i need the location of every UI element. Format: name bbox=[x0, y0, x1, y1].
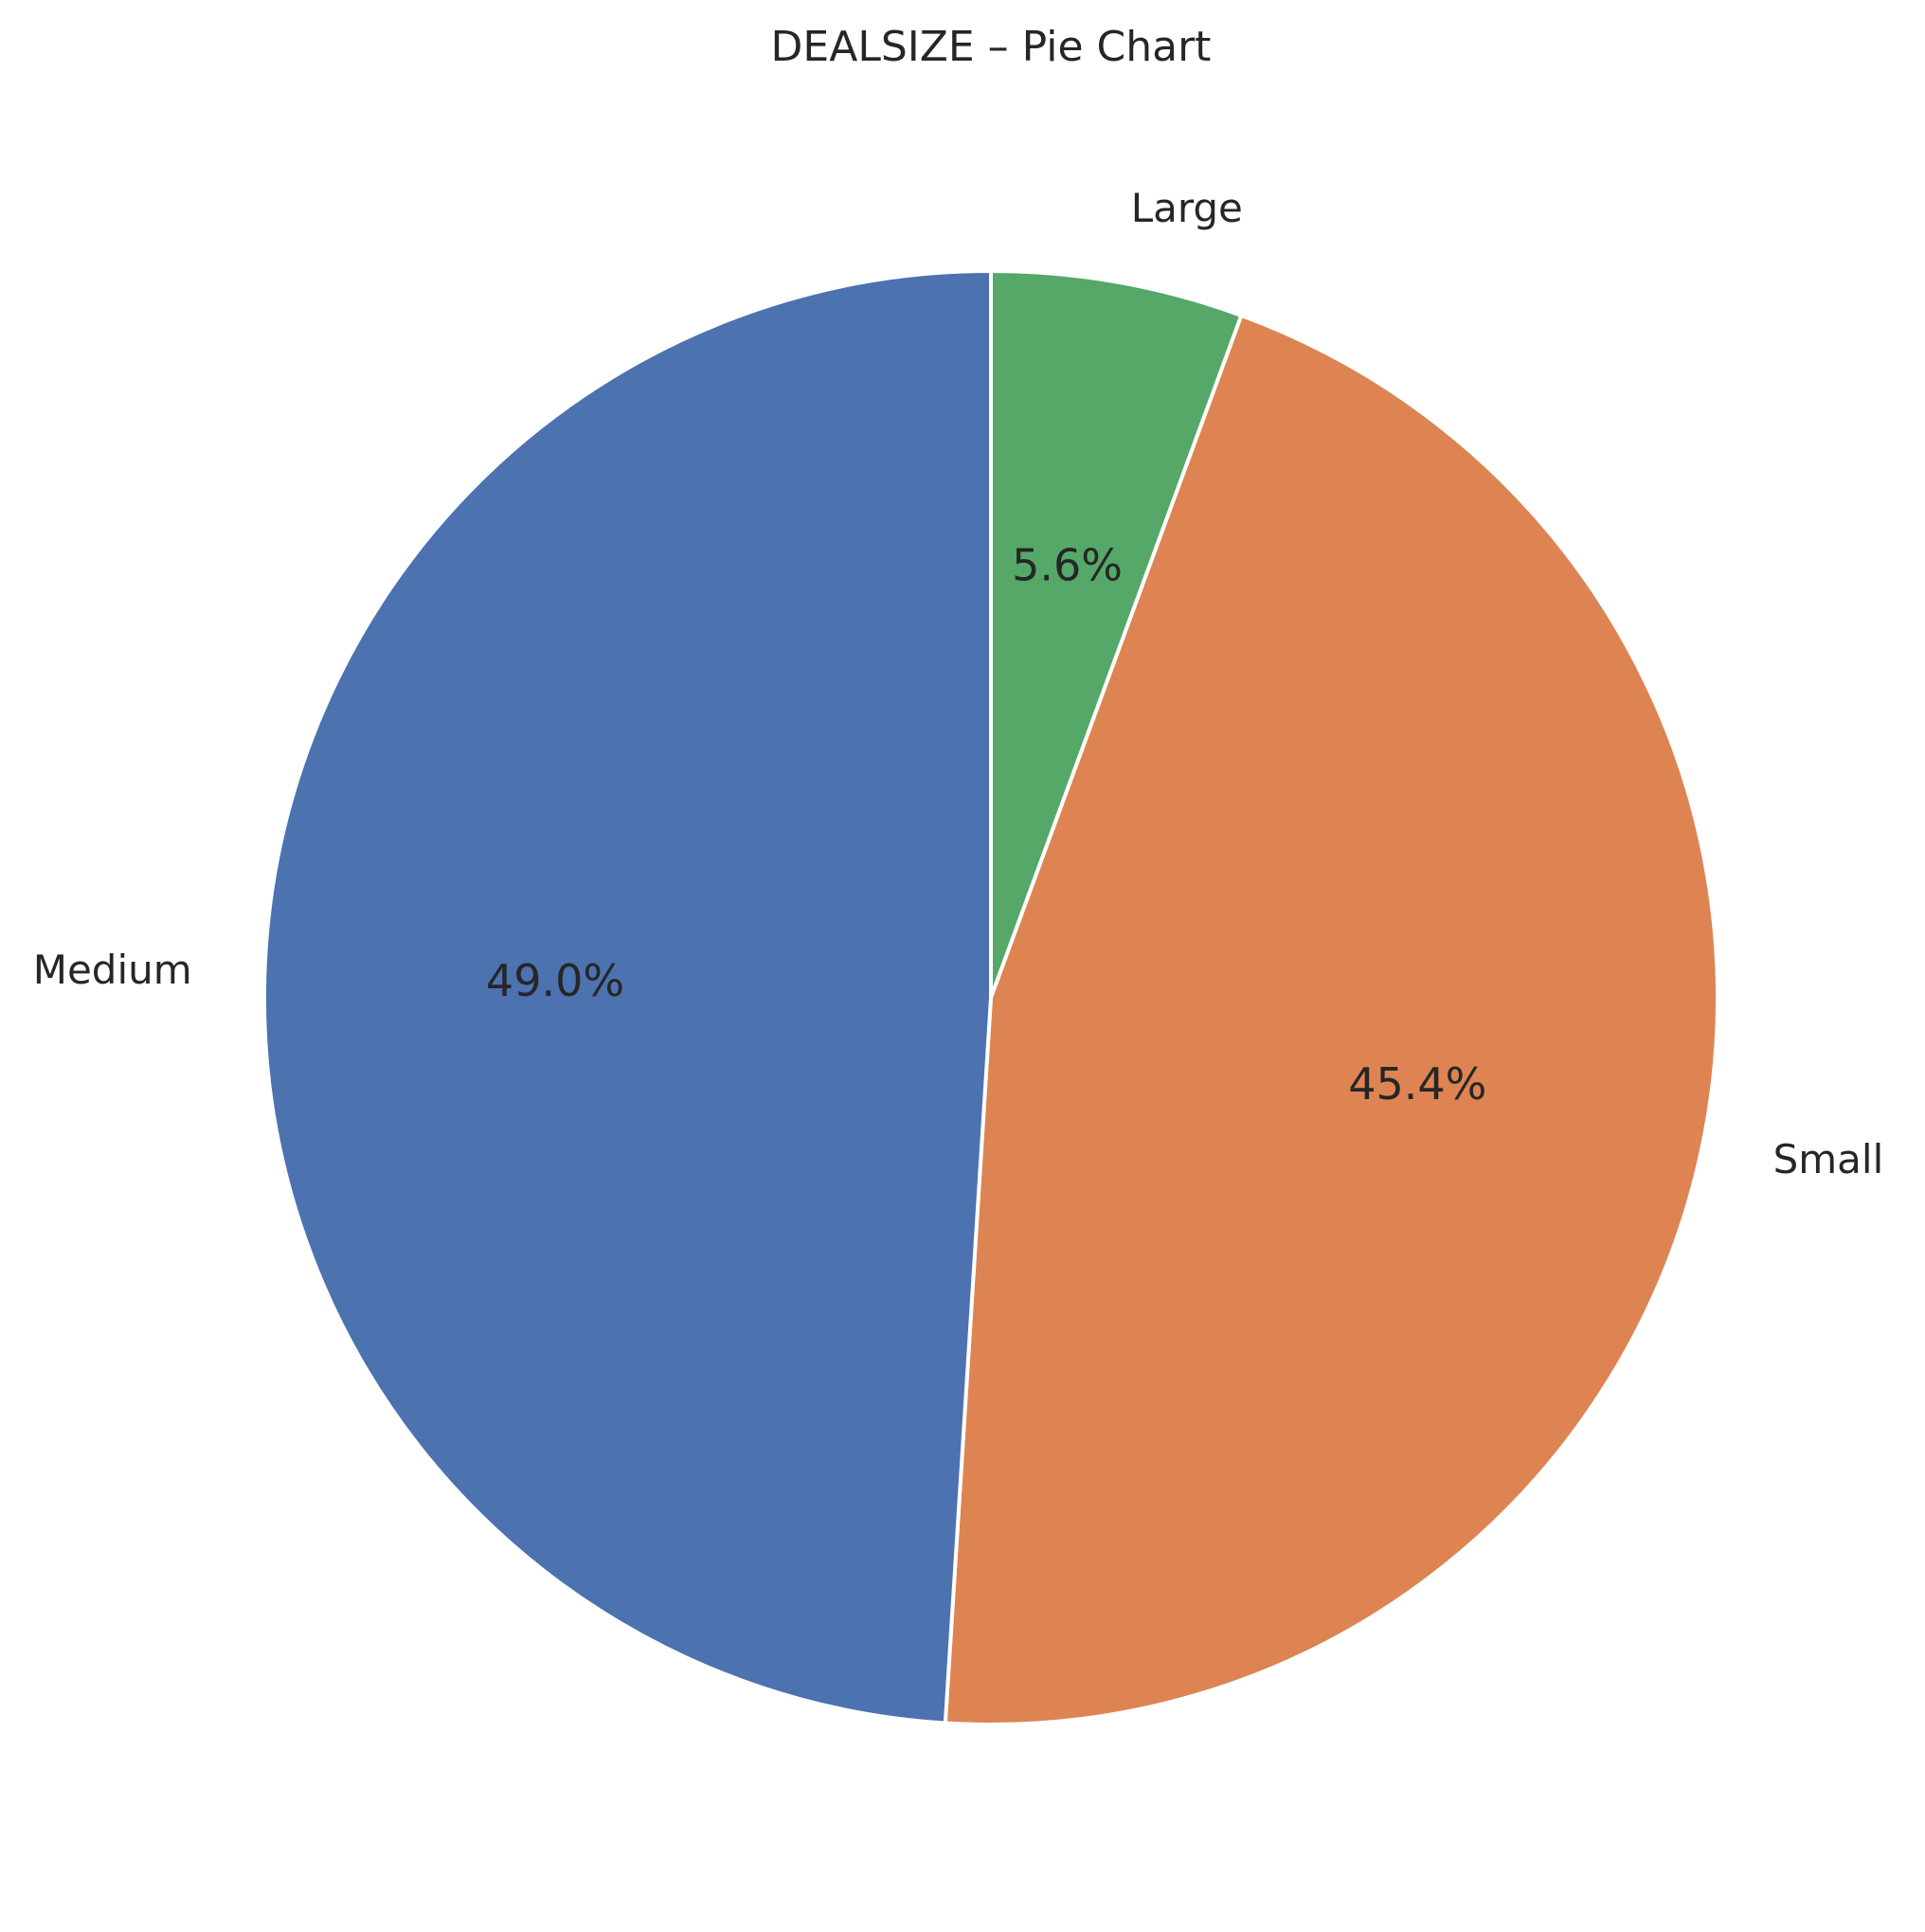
slice-label-large: Large bbox=[1131, 185, 1243, 231]
pie-slice-medium bbox=[262, 269, 993, 1725]
pct-label-large: 5.6% bbox=[1012, 539, 1123, 590]
pie-labels: Large 5.6% Small 45.4% Medium 49.0% bbox=[33, 185, 1884, 1183]
pie-slices bbox=[262, 269, 1719, 1727]
pct-label-small: 45.4% bbox=[1348, 1058, 1486, 1110]
pie-slice-large bbox=[989, 269, 1244, 1000]
slice-label-medium: Medium bbox=[33, 947, 192, 993]
slice-label-small: Small bbox=[1773, 1136, 1884, 1183]
pie-slice-small bbox=[943, 313, 1719, 1727]
pct-label-medium: 49.0% bbox=[486, 955, 624, 1006]
chart-title: DEALSIZE – Pie Chart bbox=[771, 23, 1212, 71]
